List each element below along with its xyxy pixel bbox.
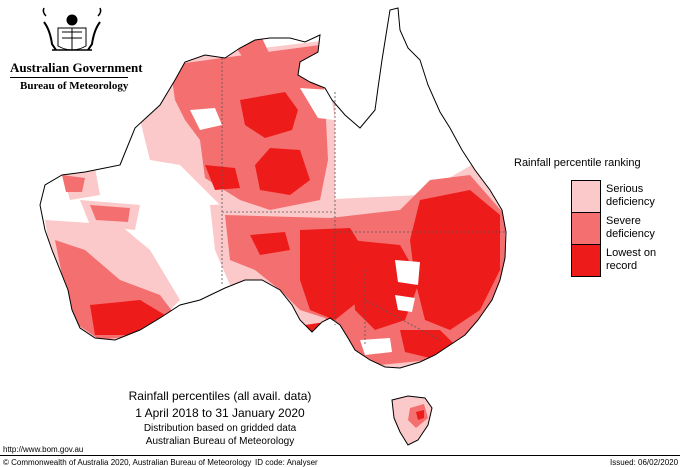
caption-period: 1 April 2018 to 31 January 2020 <box>135 406 305 420</box>
legend-swatch-severe <box>571 212 601 245</box>
coastline <box>39 7 507 369</box>
bom-url-link[interactable]: http://www.bom.gov.au <box>3 445 84 454</box>
coat-of-arms-logo <box>42 7 102 51</box>
legend-swatch-lowest <box>571 244 601 277</box>
copyright-text: © Commonwealth of Australia 2020, Austra… <box>3 458 252 467</box>
legend-title: Rainfall percentile ranking <box>514 157 641 169</box>
caption-title: Rainfall percentiles (all avail. data) <box>128 389 312 403</box>
government-title: Australian Government <box>10 60 143 75</box>
legend-label-lowest: Lowest on record <box>606 247 657 272</box>
legend-swatch-serious <box>571 180 601 213</box>
caption-source: Australian Bureau of Meteorology <box>145 436 295 447</box>
issued-date: Issued: 06/02/2020 <box>610 458 679 467</box>
id-code: ID code: Analyser <box>255 458 318 467</box>
legend-label-severe: Severe deficiency <box>606 215 655 240</box>
caption-method: Distribution based on gridded data <box>143 423 297 434</box>
region-unaffected-pockets <box>190 88 420 355</box>
header-divider <box>10 77 128 78</box>
state-borders <box>221 58 505 345</box>
footer-divider <box>0 455 680 456</box>
tasmania <box>391 395 433 446</box>
bureau-title: Bureau of Meteorology <box>20 80 129 92</box>
legend-label-serious: Serious deficiency <box>606 183 655 208</box>
